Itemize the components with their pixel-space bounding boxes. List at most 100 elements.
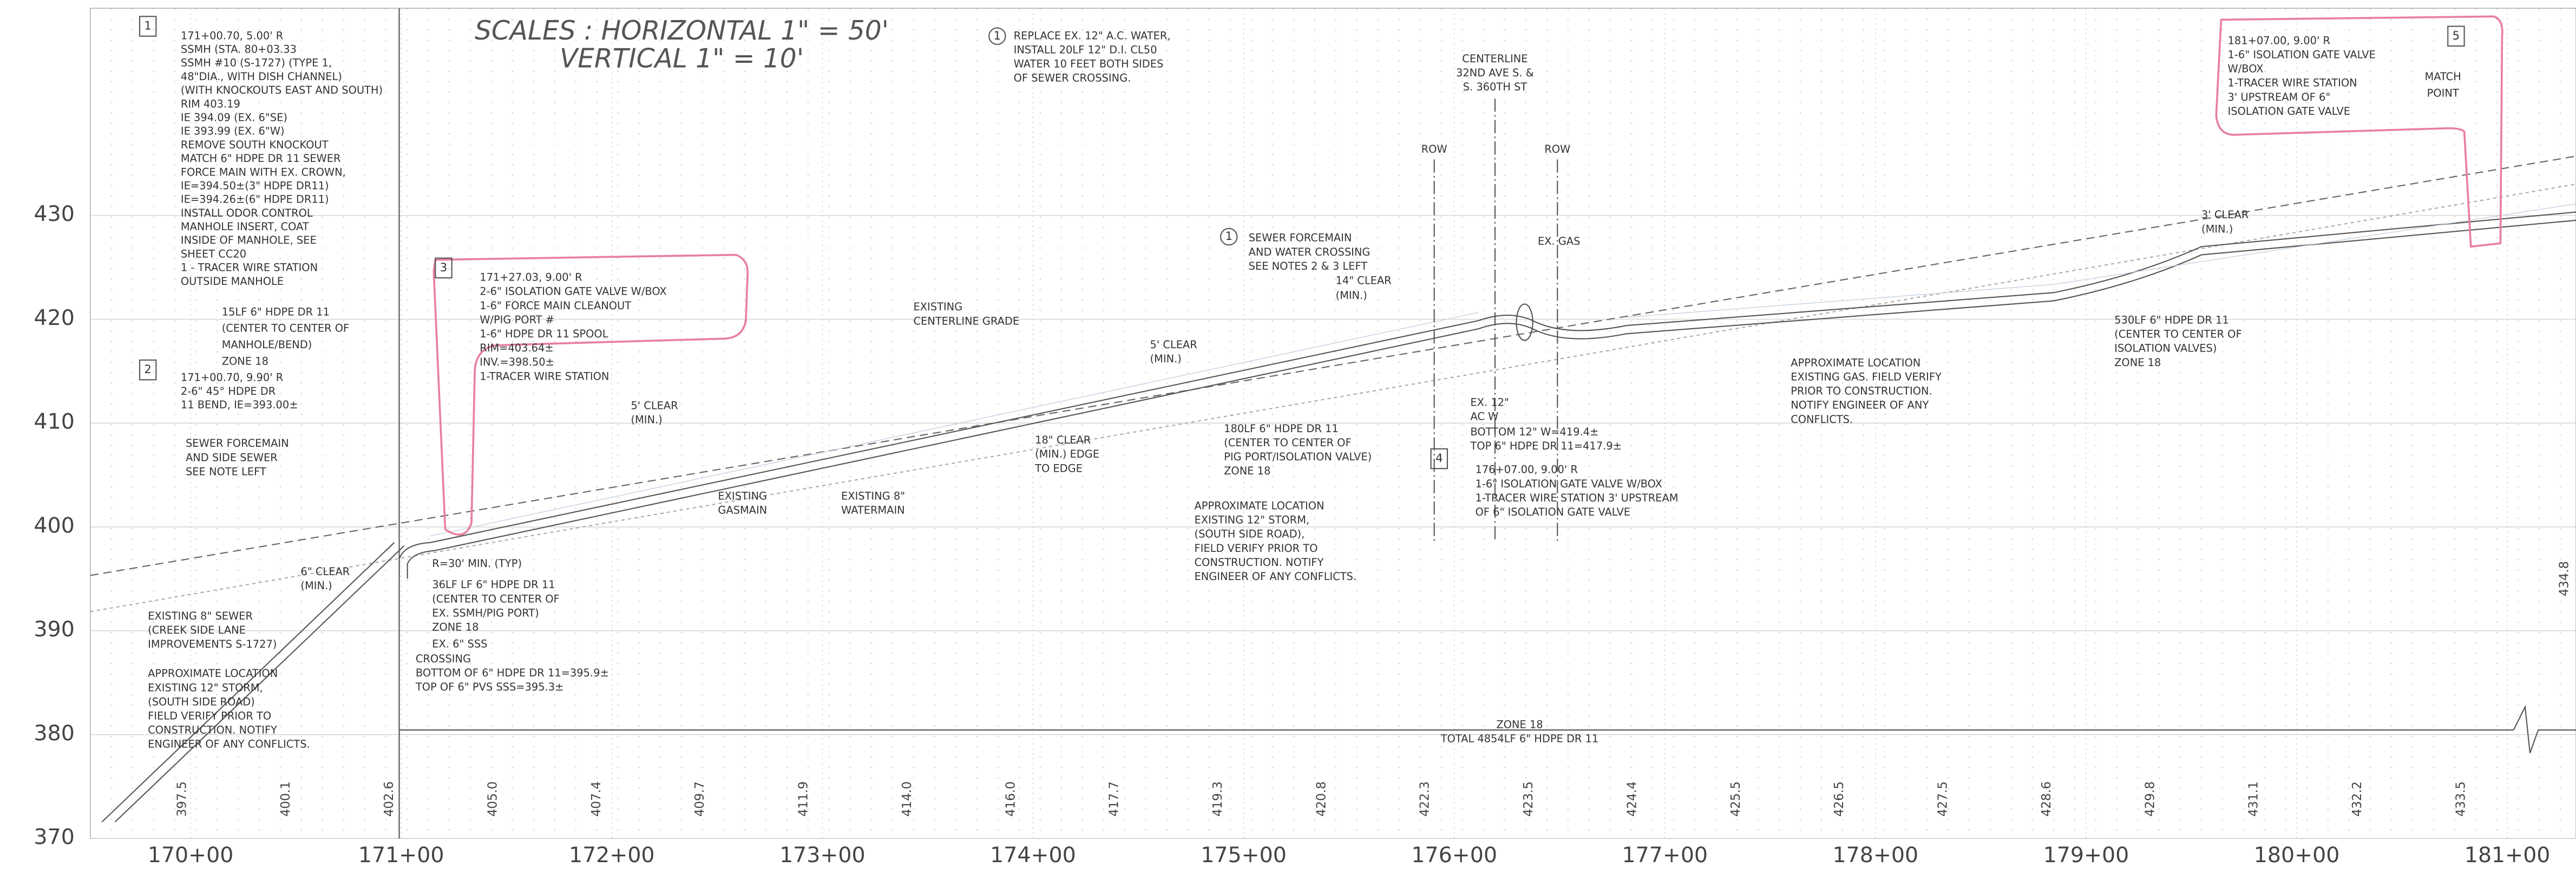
note-line: CROSSING [416, 653, 471, 665]
note-line: 1-6" ISOLATION GATE VALVE W/BOX [1475, 478, 1662, 490]
note-line: W/BOX [2228, 63, 2264, 75]
note-line: ISOLATION GATE VALVE [2228, 105, 2350, 118]
note-line: APPROXIMATE LOCATION [1195, 500, 1325, 512]
note-line: ISOLATION VALVES) [2114, 342, 2217, 355]
elevation-label: 380 [34, 721, 75, 746]
note-line: SEE NOTES 2 & 3 LEFT [1249, 260, 1368, 272]
note-line: ZONE 18 [432, 621, 479, 634]
note-line: ZONE 18 [222, 355, 268, 367]
annotation: BOTTOM 12" W=419.4± TOP 6" HDPE DR 11=417… [1470, 426, 1621, 452]
highlight-note-3 [432, 253, 749, 536]
note-line: S. 360TH ST [1463, 81, 1528, 93]
ground-elevation: 411.9 [797, 781, 811, 817]
ground-elevation: 434.8 [2557, 561, 2571, 596]
elevation-label: 430 [34, 201, 75, 226]
note-line: 1-6" FORCE MAIN CLEANOUT [480, 299, 631, 312]
note-line: 18" CLEAR [1035, 434, 1091, 446]
note-line: INSTALL 20LF 12" D.I. CL50 [1014, 43, 1157, 56]
note-line: SEWER FORCEMAIN [186, 437, 289, 449]
note-line: EX. SSMH/PIG PORT) [432, 607, 539, 619]
annotation: R=30' MIN. (TYP) [432, 557, 522, 570]
ground-elevation: 423.5 [1522, 781, 1536, 817]
annotation: CENTERLINE 32ND AVE S. & S. 360TH ST [1456, 53, 1534, 93]
note-line: SHEET CC20 [181, 247, 246, 260]
ground-elevation: 427.5 [1936, 781, 1950, 817]
note-line: 6" CLEAR [300, 565, 350, 578]
note-line: FORCE MAIN WITH EX. CROWN, [181, 166, 346, 178]
ground-elevation: 420.8 [1314, 781, 1328, 817]
highlight-note-5 [2215, 15, 2503, 248]
station-label: 171+00 [358, 843, 444, 868]
note-line: SEWER FORCEMAIN [1249, 232, 1352, 244]
note-number: 4 [1436, 452, 1443, 465]
note-line: POINT [2427, 87, 2459, 100]
annotation: ROW [1421, 143, 1447, 155]
note-line: EXISTING 12" STORM, [1195, 514, 1310, 526]
note-line: ZONE 18 [1496, 718, 1543, 731]
note-box [435, 257, 453, 279]
callout: 1 REPLACE EX. 12" A.C. WATER,INSTALL 20LF… [988, 27, 1171, 84]
note-line: W/PIG PORT # [480, 314, 554, 326]
ground-elevation: 416.0 [1004, 781, 1018, 817]
ground-elevation: 397.5 [175, 781, 189, 817]
station-label: 172+00 [569, 843, 655, 868]
note-line: (MIN.) EDGE [1035, 448, 1099, 460]
note-line: FIELD VERIFY PRIOR TO [1195, 542, 1318, 555]
note-line: 530LF 6" HDPE DR 11 [2114, 314, 2229, 326]
note: 4 176+07.00, 9.00' R 1-6" ISOLATION GATE V… [1430, 448, 1678, 518]
note-line: EXISTING 8" [841, 490, 905, 502]
note-number: 1 [994, 29, 1001, 43]
note-line: 3' UPSTREAM OF 6" [2228, 91, 2331, 103]
note-line: 1 - TRACER WIRE STATION [181, 262, 318, 274]
note-line: 1-TRACER WIRE STATION [2228, 77, 2357, 89]
note-number: 3 [440, 261, 448, 275]
note-number: 1 [1225, 230, 1233, 243]
note-line: 14" CLEAR [1336, 275, 1392, 287]
note-line: IE=394.50±(3" HDPE DR11) [181, 179, 329, 192]
annotation: 180LF 6" HDPE DR 11(CENTER TO CENTER OF P… [1224, 422, 1372, 477]
ground-elevation: 426.5 [1832, 781, 1846, 817]
note-line: EX. 12" [1470, 396, 1509, 408]
note-line: EXISTING 8" SEWER [148, 610, 253, 622]
annotation: 530LF 6" HDPE DR 11 (CENTER TO CENTER OFI… [2114, 314, 2241, 368]
water-crossing [1516, 303, 1533, 341]
note-line: 48"DIA., WITH DISH CHANNEL) [181, 70, 342, 83]
note-line: ENGINEER OF ANY CONFLICTS. [148, 738, 310, 751]
note-line: AC W [1470, 410, 1498, 422]
note-line: AND SIDE SEWER [186, 451, 278, 464]
note-line: OUTSIDE MANHOLE [181, 275, 284, 288]
ground-elevation: 429.8 [2143, 781, 2157, 817]
note-line: IE=394.26±(6" HDPE DR11) [181, 193, 329, 206]
note-number: 5 [2453, 29, 2460, 43]
annotation: 5' CLEAR(MIN.) [631, 399, 678, 426]
note-line: (MIN.) [300, 579, 332, 592]
note-line: 1-6" ISOLATION GATE VALVE [2228, 49, 2376, 61]
note-line: OF 6" ISOLATION GATE VALVE [1475, 506, 1630, 518]
note-line: 180LF 6" HDPE DR 11 [1224, 422, 1339, 435]
annotation: APPROXIMATE LOCATION EXISTING GAS. FIELD … [1791, 356, 1942, 425]
annotation: 6" CLEAR(MIN.) [300, 565, 350, 592]
ground-elevation: 433.5 [2454, 781, 2468, 817]
note-line: TOP 6" HDPE DR 11=417.9± [1470, 440, 1621, 452]
station-label: 177+00 [1622, 843, 1708, 868]
note-line: SSMH #10 (S-1727) (TYPE 1, [181, 57, 332, 69]
note-line: EXISTING [718, 490, 767, 502]
note-line: 5' CLEAR [1150, 338, 1197, 351]
station-label: 174+00 [990, 843, 1076, 868]
note-number: 1 [144, 19, 152, 33]
station-label: 176+00 [1411, 843, 1497, 868]
note-line: CONFLICTS. [1791, 413, 1853, 426]
ground-elevation: 428.6 [2040, 781, 2054, 817]
note-line: (MIN.) [1150, 353, 1182, 365]
station-label: 179+00 [2043, 843, 2129, 868]
note-line: INSTALL ODOR CONTROL [181, 207, 313, 219]
note-line: MATCH [2424, 70, 2461, 83]
note-line: CENTERLINE GRADE [914, 315, 1020, 327]
note-line: BOTTOM 12" W=419.4± [1470, 426, 1598, 438]
annotation: EXISTING 8" WATERMAIN [841, 490, 905, 516]
note-line: MATCH 6" HDPE DR 11 SEWER [181, 152, 341, 165]
note-line: MANHOLE INSERT, COAT [181, 220, 309, 233]
note-line: RIM 403.19 [181, 97, 240, 110]
note-line: EX. 6" SSS [432, 638, 487, 650]
